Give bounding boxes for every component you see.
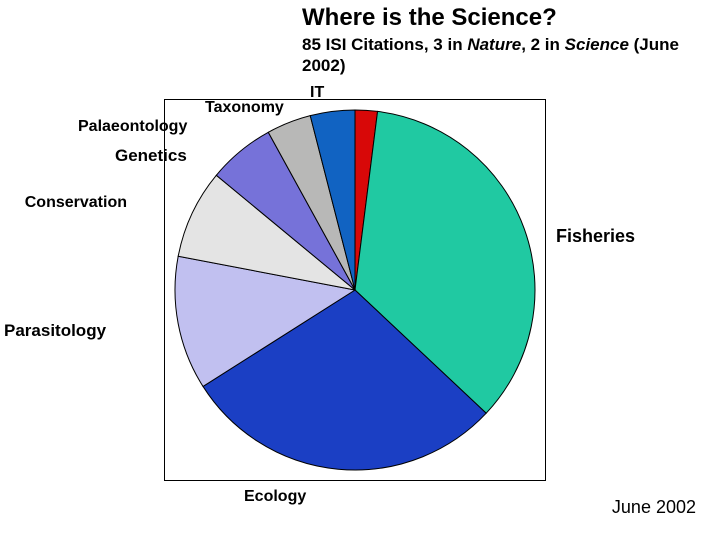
- pie-slice-label: Palaeontology: [78, 118, 187, 136]
- pie-slice-label: Parasitology: [4, 321, 106, 341]
- pie-slice-label: Ecology: [244, 488, 306, 506]
- pie-chart-svg: [165, 100, 545, 480]
- subtitle-nature: Nature: [467, 35, 521, 54]
- subtitle-text-2: , 2 in: [521, 35, 564, 54]
- pie-slice-label: Conservation: [25, 194, 127, 212]
- pie-slice-label: Genetics: [115, 146, 187, 166]
- date-footer: June 2002: [612, 497, 696, 518]
- pie-slice-label: IT: [310, 84, 324, 102]
- pie-chart: ITFisheriesEcologyParasitologyConservati…: [144, 90, 604, 510]
- subtitle-text-1: 85 ISI Citations, 3 in: [302, 35, 467, 54]
- page-subtitle: 85 ISI Citations, 3 in Nature, 2 in Scie…: [302, 34, 712, 77]
- page-title: Where is the Science?: [302, 4, 712, 32]
- subtitle-science: Science: [565, 35, 629, 54]
- pie-slice-label: Taxonomy: [205, 99, 284, 117]
- pie-slice-label: Fisheries: [556, 226, 635, 247]
